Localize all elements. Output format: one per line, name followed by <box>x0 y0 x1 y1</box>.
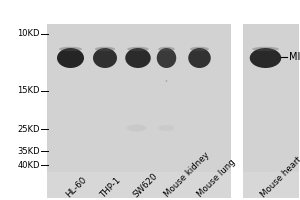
Ellipse shape <box>127 124 146 132</box>
Text: Mouse heart: Mouse heart <box>259 155 300 199</box>
Ellipse shape <box>188 48 211 68</box>
Text: 40KD: 40KD <box>17 160 40 170</box>
Bar <box>46 172 298 198</box>
Text: Mouse lung: Mouse lung <box>196 157 238 199</box>
Ellipse shape <box>158 125 175 131</box>
Text: 35KD: 35KD <box>17 146 40 156</box>
Text: SW620: SW620 <box>132 171 160 199</box>
Ellipse shape <box>252 47 279 51</box>
Bar <box>46 24 298 198</box>
Bar <box>231 24 243 198</box>
Text: Mouse kidney: Mouse kidney <box>163 150 212 199</box>
Text: MIF: MIF <box>290 52 300 62</box>
Text: THP-1: THP-1 <box>99 175 123 199</box>
Ellipse shape <box>125 48 151 68</box>
Ellipse shape <box>157 48 176 68</box>
Ellipse shape <box>250 48 281 68</box>
Ellipse shape <box>59 47 82 51</box>
Text: 25KD: 25KD <box>17 124 40 134</box>
Text: HL-60: HL-60 <box>64 175 88 199</box>
Circle shape <box>166 80 167 82</box>
Ellipse shape <box>158 47 175 51</box>
Ellipse shape <box>93 48 117 68</box>
Text: 10KD: 10KD <box>17 29 40 38</box>
Ellipse shape <box>190 47 209 51</box>
Text: 15KD: 15KD <box>17 86 40 95</box>
Ellipse shape <box>127 47 149 51</box>
Ellipse shape <box>57 48 84 68</box>
Ellipse shape <box>95 47 115 51</box>
